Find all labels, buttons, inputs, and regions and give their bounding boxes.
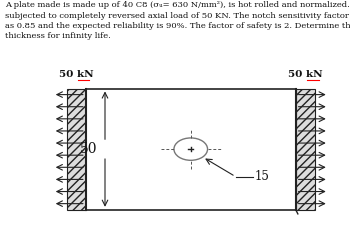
Bar <box>296 89 315 210</box>
Text: A plate made is made up of 40 C8 (σᵤ= 630 N/mm²), is hot rolled and normalized. : A plate made is made up of 40 C8 (σᵤ= 63… <box>5 1 350 40</box>
Text: 50 kN: 50 kN <box>59 70 93 79</box>
Bar <box>66 89 86 210</box>
Text: 50: 50 <box>80 142 97 156</box>
Text: 15: 15 <box>255 170 270 183</box>
Text: 50 kN: 50 kN <box>288 70 323 79</box>
Bar <box>86 89 296 210</box>
